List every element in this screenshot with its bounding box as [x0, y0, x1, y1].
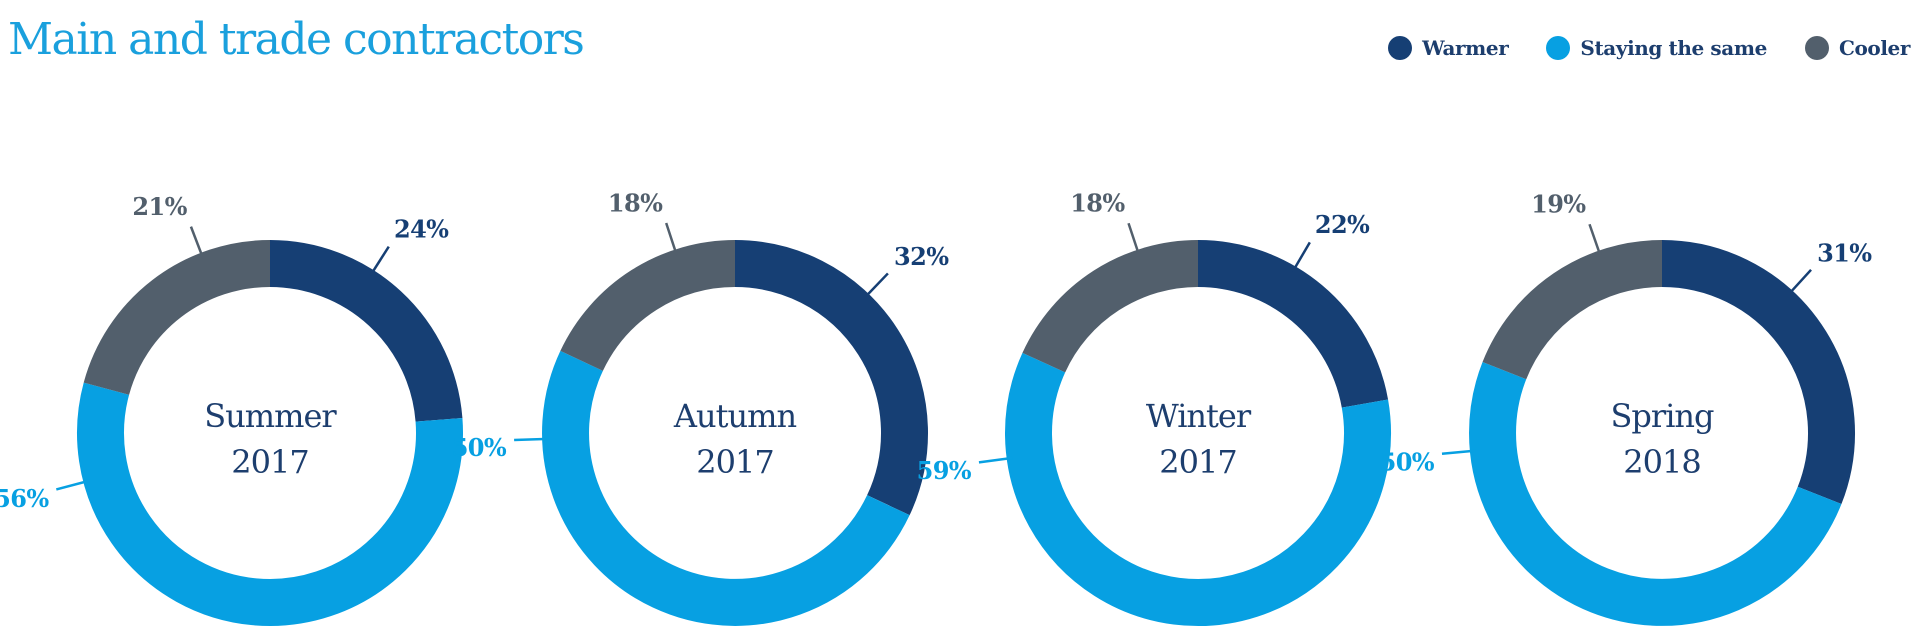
value-label-cooler: 18% [608, 188, 663, 217]
leader-line [56, 479, 90, 491]
donut-center-year: 2017 [231, 443, 308, 481]
donut-chart: 24% 56% 21% Summer 2017 [0, 192, 463, 626]
donut-segment-same [1005, 352, 1391, 626]
legend-swatch-cooler [1804, 36, 1829, 60]
donut-center-season: Autumn [673, 397, 797, 435]
leader-line [664, 222, 678, 256]
leader-line [1441, 449, 1476, 456]
legend-item-same: Staying the same [1546, 36, 1767, 60]
legend-label: Warmer [1422, 36, 1509, 60]
donut-segment-same [542, 350, 910, 626]
leader-line [863, 272, 889, 299]
donut-center-season: Summer [204, 397, 337, 435]
leader-line [978, 456, 1013, 464]
leader-line [1127, 222, 1141, 256]
donut-segment-warmer [1197, 240, 1389, 409]
donut-chart: 32% 50% 18% Autumn 2017 [452, 188, 950, 626]
donut-segment-cooler [1022, 240, 1199, 373]
donut-segment-warmer [1661, 240, 1855, 505]
leader-line [1291, 241, 1311, 273]
donut-chart: 31% 50% 19% Spring 2018 [1380, 190, 1873, 626]
donut-center-year: 2017 [696, 443, 773, 481]
donut-segment-warmer [734, 240, 928, 516]
chart-title: Main and trade contractors [8, 14, 585, 65]
legend: Warmer Staying the same Cooler [1388, 36, 1910, 60]
donut-segment-same [1469, 361, 1842, 626]
value-label-cooler: 18% [1070, 189, 1125, 218]
value-label-same: 50% [1380, 447, 1435, 476]
donut-center-season: Spring [1610, 397, 1714, 435]
legend-label: Cooler [1838, 36, 1910, 60]
value-label-warmer: 32% [894, 242, 949, 271]
legend-item-cooler: Cooler [1804, 36, 1910, 60]
donut-center-season: Winter [1146, 397, 1252, 435]
value-label-same: 50% [452, 433, 507, 462]
legend-label: Staying the same [1580, 36, 1767, 60]
donut-center-year: 2017 [1159, 443, 1236, 481]
donut-segment-warmer [269, 240, 463, 423]
leader-line [369, 245, 390, 276]
donut-center-year: 2018 [1623, 443, 1700, 481]
value-label-same: 59% [917, 456, 972, 485]
value-label-cooler: 21% [132, 192, 187, 221]
donut-segment-cooler [83, 240, 271, 396]
value-label-same: 56% [0, 484, 49, 513]
value-label-warmer: 31% [1817, 238, 1872, 267]
legend-item-warmer: Warmer [1388, 36, 1509, 60]
value-label-cooler: 19% [1531, 190, 1586, 219]
value-label-warmer: 22% [1315, 210, 1370, 239]
leader-line [514, 437, 549, 442]
value-label-warmer: 24% [394, 215, 449, 244]
leader-line [1787, 268, 1812, 296]
leader-line [1588, 223, 1602, 257]
legend-swatch-same [1546, 36, 1571, 60]
leader-line [189, 226, 205, 259]
legend-swatch-warmer [1388, 36, 1413, 60]
donut-segment-cooler [560, 240, 736, 372]
donut-segment-same [77, 382, 463, 626]
donut-segment-cooler [1482, 240, 1663, 380]
donut-chart: 22% 59% 18% Winter 2017 [917, 189, 1391, 626]
